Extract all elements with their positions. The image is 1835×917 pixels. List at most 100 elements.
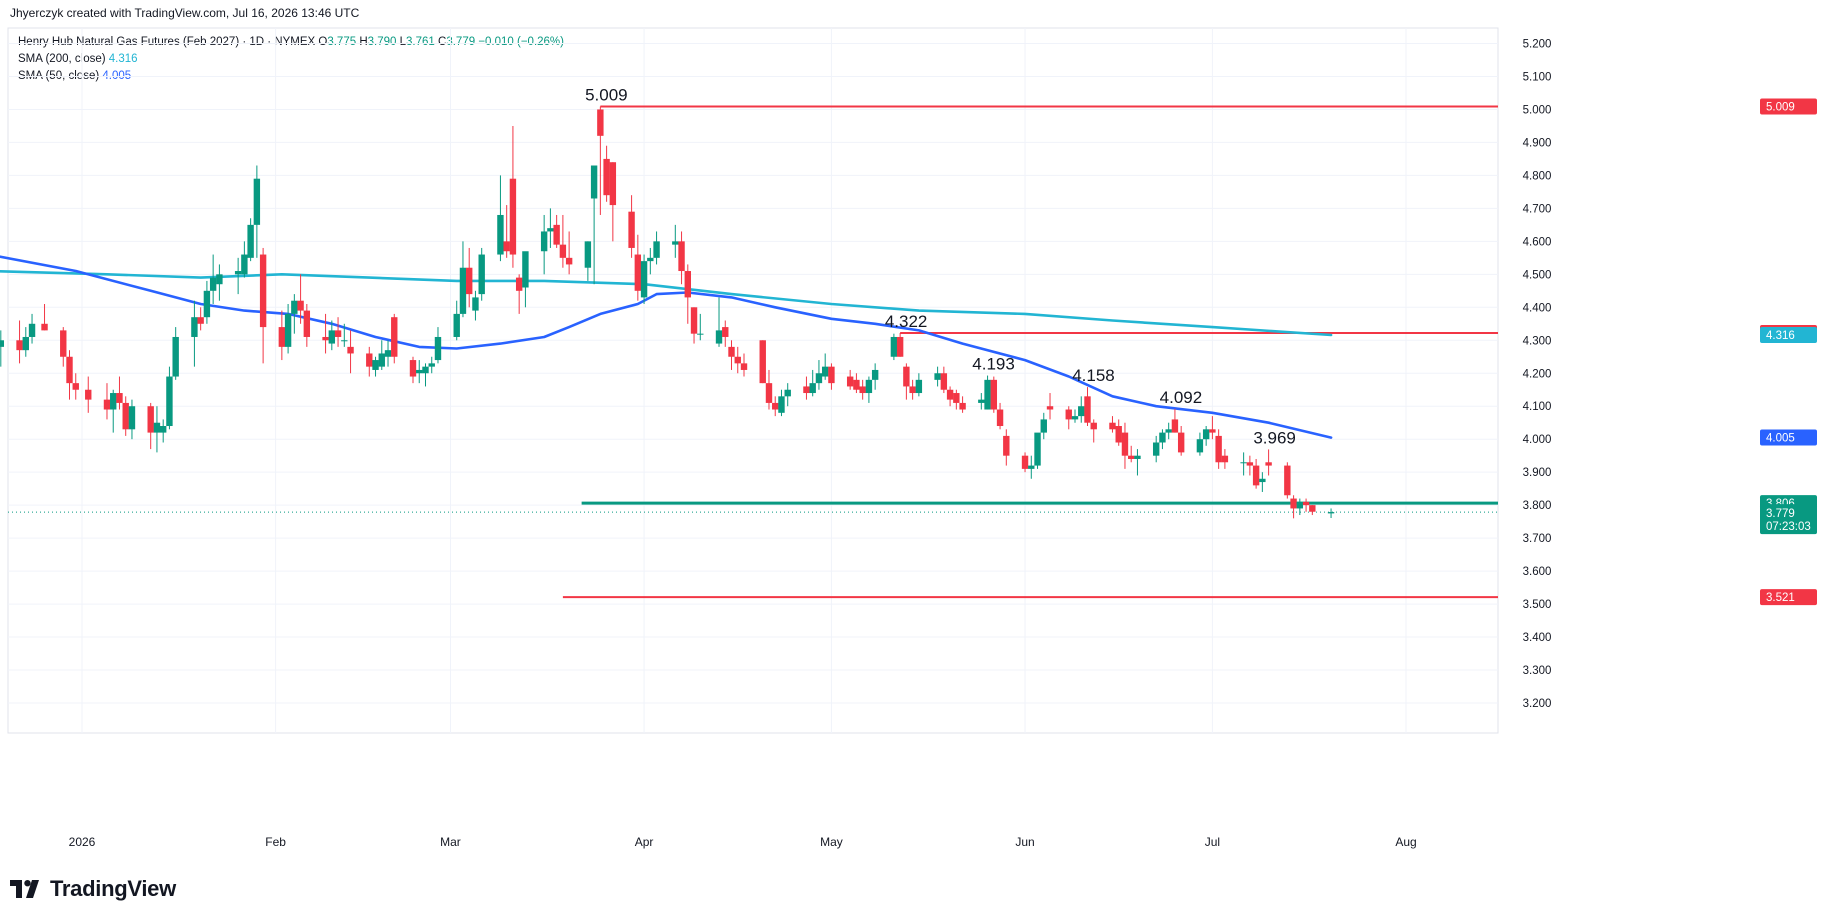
candle-down	[903, 366, 910, 387]
candle-down	[684, 271, 691, 298]
candle-down	[678, 241, 685, 272]
candle-up	[428, 363, 435, 367]
candle-up	[416, 369, 423, 374]
candle-down	[122, 402, 129, 430]
candle-up	[153, 422, 161, 433]
candle-up	[22, 336, 29, 351]
candle-up	[253, 178, 261, 225]
candle-up	[216, 274, 223, 285]
peak-label: 3.969	[1253, 428, 1296, 447]
y-tick-label: 4.300	[1523, 335, 1552, 347]
tradingview-logo-icon	[10, 880, 39, 898]
candle-up	[434, 336, 442, 361]
x-tick-label: Apr	[635, 835, 654, 849]
tradingview-brand[interactable]: TradingView	[10, 876, 176, 902]
candle-up	[241, 254, 248, 275]
badge-3.521-text: 3.521	[1766, 592, 1795, 604]
candle-down	[116, 393, 123, 403]
badge-sma50	[1760, 429, 1817, 446]
candle-down	[347, 346, 354, 354]
badge-5.009-text: 5.009	[1766, 101, 1795, 113]
ohlc-h-value: 3.790	[367, 36, 397, 48]
candle-up	[191, 317, 198, 337]
candle-up	[472, 297, 479, 311]
candle-down	[990, 379, 998, 410]
candle-down	[1309, 505, 1316, 512]
candle-up	[915, 379, 923, 394]
candle-down	[1209, 429, 1216, 433]
candle-down	[1021, 455, 1029, 469]
candle-down	[1302, 501, 1310, 506]
candle-down	[759, 340, 766, 384]
candle-down	[846, 376, 854, 387]
candle-down	[940, 373, 948, 390]
candle-down	[734, 356, 741, 364]
candle-up	[1134, 455, 1141, 459]
candle-up	[166, 376, 173, 427]
peak-label: 5.009	[585, 85, 628, 104]
candle-up	[0, 340, 5, 347]
candle-down	[509, 178, 517, 255]
candle-up	[815, 373, 823, 384]
candle-up	[110, 393, 117, 410]
candle-up	[1159, 432, 1166, 443]
candle-down	[1090, 422, 1097, 430]
candle-up	[1078, 406, 1085, 417]
candle-down	[1252, 465, 1260, 486]
ohlc-h-label: H	[359, 36, 368, 48]
candle-up	[978, 399, 985, 403]
plot-frame	[7, 27, 1499, 734]
candle-down	[259, 254, 267, 328]
candle-up	[584, 241, 592, 268]
badge-last-countdown: 07:23:03	[1766, 521, 1811, 533]
candle-down	[197, 317, 204, 324]
candle-down	[1128, 455, 1135, 459]
candle-up	[821, 366, 829, 377]
y-tick-label: 3.700	[1523, 533, 1552, 545]
candle-up	[1071, 416, 1079, 420]
candle-down	[72, 383, 79, 390]
y-tick-label: 5.100	[1523, 71, 1552, 83]
candle-up	[28, 323, 36, 337]
candle-down	[60, 330, 67, 357]
chart-caption: Jhyerczyk created with TradingView.com, …	[10, 6, 360, 20]
candle-up	[128, 406, 136, 430]
y-tick-label: 4.800	[1523, 170, 1552, 182]
candle-down	[1215, 435, 1222, 463]
candle-down	[1115, 426, 1122, 443]
candle-up	[784, 389, 791, 397]
x-tick-label: May	[820, 835, 843, 849]
candle-down	[553, 224, 560, 245]
candle-up	[590, 165, 598, 199]
y-tick-label: 4.900	[1523, 137, 1552, 149]
candle-down	[603, 158, 610, 196]
candle-down	[728, 346, 735, 357]
legend-sma200-row[interactable]: SMA (200, close) 4.316	[18, 51, 564, 68]
brand-name: TradingView	[50, 876, 176, 901]
candle-up	[203, 290, 211, 318]
candle-down	[1084, 396, 1091, 423]
candle-up	[384, 350, 392, 357]
candle-down	[1109, 422, 1116, 430]
candle-up	[1296, 501, 1304, 509]
candle-down	[41, 323, 48, 331]
candle-down	[909, 386, 916, 394]
candle-up	[234, 271, 242, 275]
candle-up	[1259, 478, 1266, 483]
legend-symbol-row[interactable]: Henry Hub Natural Gas Futures (Feb 2027)…	[18, 34, 564, 51]
ohlc-o-label: O	[318, 36, 328, 48]
candle-down	[1284, 465, 1291, 496]
candle-down	[409, 360, 417, 377]
candle-up	[1034, 432, 1041, 466]
y-tick-label: 4.400	[1523, 302, 1552, 314]
badge-last	[1760, 504, 1817, 535]
badge-5.009	[1760, 98, 1817, 115]
candle-up	[672, 241, 679, 245]
ohlc-c-value: 3.779	[446, 36, 476, 48]
candle-down	[946, 389, 954, 400]
peak-label: 4.158	[1072, 366, 1115, 385]
candle-down	[1121, 432, 1129, 456]
candle-down	[1290, 498, 1297, 509]
x-tick-label: Jun	[1015, 835, 1034, 849]
